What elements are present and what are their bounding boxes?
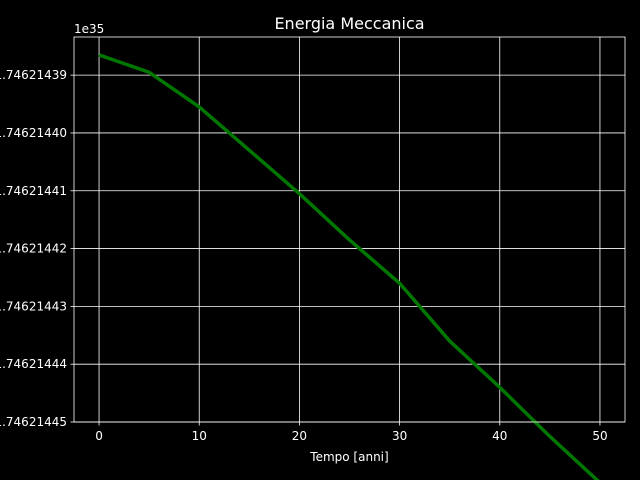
x-tick-label: 40 [492, 429, 507, 443]
x-tick-label: 0 [95, 429, 103, 443]
x-axis-ticks: 0 10 20 30 40 50 [95, 422, 608, 443]
y-axis-ticks: −1.74621439 −1.74621440 −1.74621441 −1.7462… [0, 68, 74, 429]
chart-title: Energia Meccanica [274, 14, 424, 33]
line-layer [98, 53, 600, 480]
y-tick-label: −1.74621440 [0, 126, 67, 140]
y-axis-offset-label: 1e35 [74, 22, 104, 36]
x-tick-label: 30 [392, 429, 407, 443]
y-tick-label: −1.74621442 [0, 242, 67, 256]
series-line [98, 53, 600, 480]
axes-frame [73, 36, 626, 423]
x-tick-label: 50 [592, 429, 607, 443]
x-axis-label: Tempo [anni] [309, 450, 388, 464]
y-tick-label: −1.74621443 [0, 299, 67, 313]
y-tick-label: −1.74621444 [0, 357, 67, 371]
y-tick-label: −1.74621445 [0, 415, 67, 429]
y-tick-label: −1.74621441 [0, 184, 67, 198]
x-tick-label: 10 [192, 429, 207, 443]
x-tick-label: 20 [292, 429, 307, 443]
y-tick-label: −1.74621439 [0, 68, 67, 82]
